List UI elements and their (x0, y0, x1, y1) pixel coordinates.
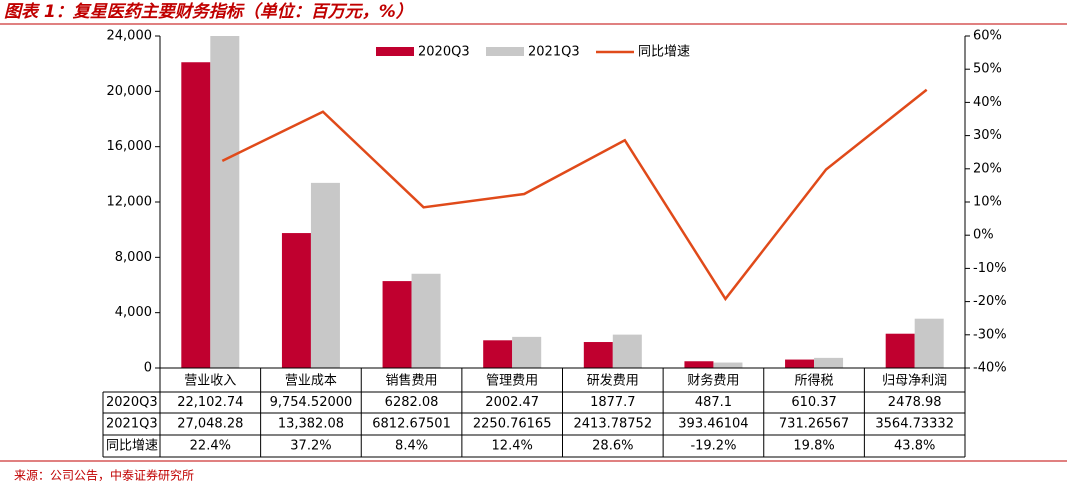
y-tick-label: 20,000 (107, 84, 153, 99)
x-tick-label: 销售费用 (386, 373, 438, 389)
table-cell: 12.4% (492, 439, 533, 454)
legend-label: 2021Q3 (528, 45, 580, 60)
bar (483, 340, 513, 368)
table-cell: -19.2% (690, 439, 736, 454)
table-cell: 6812.67501 (372, 417, 451, 432)
table-cell: 22,102.74 (177, 395, 243, 410)
source: 来源：公司公告，中泰证券研究所 (14, 468, 194, 483)
y2-tick-label: -40% (973, 361, 1007, 376)
table-cell: 2002.47 (485, 395, 539, 410)
table-cell: 731.26567 (779, 417, 849, 432)
table-cell: 19.8% (793, 439, 834, 454)
y2-tick-label: 0% (973, 228, 994, 243)
bar (411, 273, 441, 368)
line (221, 88, 928, 302)
bar (382, 281, 412, 368)
x-tick-label: 研发费用 (587, 373, 639, 389)
x-tick-label: 所得税 (795, 373, 834, 389)
x-tick-label: 管理费用 (486, 374, 538, 389)
y2-tick-label: -20% (973, 294, 1007, 309)
x-tick-label: 营业成本 (285, 374, 337, 389)
bar (814, 357, 844, 368)
y2-tick-label: 20% (973, 161, 1002, 176)
table-cell: 393.46104 (678, 417, 748, 432)
table-row-header: 2020Q3 (106, 395, 158, 410)
bar (914, 318, 944, 368)
table-cell: 8.4% (395, 439, 428, 454)
y2-tick-label: -30% (973, 327, 1007, 342)
table-cell: 487.1 (695, 395, 732, 410)
table-cell: 27,048.28 (177, 417, 243, 432)
table-cell: 13,382.08 (278, 417, 344, 432)
bar (210, 36, 240, 368)
y-tick-label: 16,000 (107, 139, 153, 154)
bar (885, 333, 915, 368)
table-cell: 3564.73332 (875, 417, 954, 432)
x-tick-label: 财务费用 (687, 373, 739, 389)
bar (281, 233, 311, 368)
x-tick-label: 营业收入 (184, 374, 236, 389)
bar (583, 342, 613, 368)
x-tick-label: 归母净利润 (882, 374, 947, 389)
table-cell: 22.4% (190, 439, 231, 454)
y2-tick-label: 50% (973, 62, 1002, 77)
y-tick-label: 0 (144, 361, 152, 376)
bar (612, 334, 642, 368)
y2-tick-label: 10% (973, 195, 1002, 210)
legend-swatch (376, 47, 414, 56)
y-tick-label: 8,000 (115, 250, 152, 265)
table-cell: 1877.7 (590, 395, 636, 410)
plot-area (181, 36, 944, 368)
table-cell: 2250.76165 (473, 417, 552, 432)
bar (713, 362, 743, 368)
table-row-header: 同比增速 (106, 439, 158, 454)
y-tick-label: 4,000 (115, 305, 152, 320)
bar (181, 62, 211, 368)
legend-label: 2020Q3 (418, 45, 470, 60)
bar (310, 182, 340, 368)
table-row-header: 2021Q3 (106, 417, 158, 432)
y2-tick-label: 60% (973, 29, 1002, 44)
table-cell: 610.37 (791, 395, 837, 410)
bar (512, 336, 542, 368)
y-tick-label: 24,000 (107, 29, 153, 44)
legend-swatch (486, 47, 524, 56)
table-cell: 2413.78752 (574, 417, 653, 432)
y2-tick-label: 40% (973, 95, 1002, 110)
table-cell: 2478.98 (888, 395, 942, 410)
table-cell: 28.6% (592, 439, 633, 454)
bar (785, 359, 815, 368)
table-cell: 6282.08 (385, 395, 439, 410)
legend-label: 同比增速 (638, 45, 690, 60)
y2-tick-label: -10% (973, 261, 1007, 276)
table-cell: 9,754.52000 (270, 395, 353, 410)
chart-title: 图表 1：复星医药主要财务指标（单位：百万元，%） (4, 2, 413, 22)
bar (684, 361, 714, 368)
table-cell: 37.2% (290, 439, 331, 454)
y2-tick-label: 30% (973, 128, 1002, 143)
y-tick-label: 12,000 (107, 195, 153, 210)
table-cell: 43.8% (894, 439, 935, 454)
